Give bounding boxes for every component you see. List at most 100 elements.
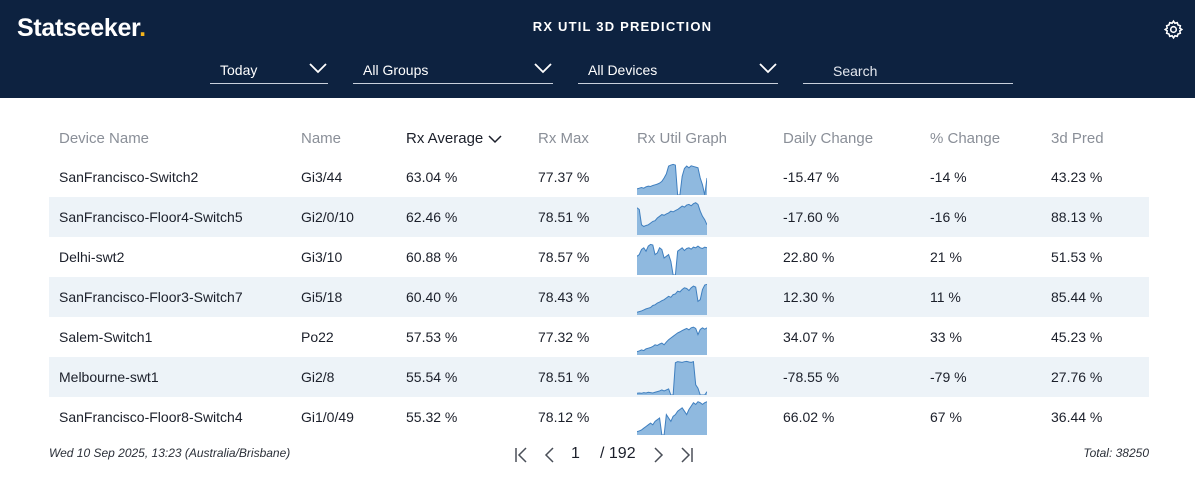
column-header-percent-change[interactable]: % Change (930, 130, 1001, 147)
column-header-rx-util-graph[interactable]: Rx Util Graph (637, 130, 728, 147)
rx-util-sparkline[interactable] (637, 199, 707, 235)
cell-name: Gi3/10 (301, 249, 343, 265)
cell-name: Gi5/18 (301, 289, 343, 305)
cell-name: Gi3/44 (301, 169, 343, 185)
cell-rx-average: 60.40 % (406, 289, 458, 305)
sparkline-area (637, 244, 707, 275)
app-header: Statseeker. RX UTIL 3D PREDICTION Today … (0, 0, 1195, 98)
column-header-rx-max[interactable]: Rx Max (538, 130, 589, 147)
cell-rx-max: 78.12 % (538, 409, 590, 425)
sparkline-line (637, 326, 707, 353)
cell-3d-pred: 51.53 % (1051, 249, 1103, 265)
table-row[interactable]: Delhi-swt2 Gi3/10 60.88 % 78.57 % 22.80 % 21 … (49, 237, 1149, 277)
logo-text: Statseeker (17, 14, 140, 42)
rx-util-sparkline[interactable] (637, 359, 707, 395)
last-page-icon[interactable] (679, 445, 695, 465)
cell-percent-change: 33 % (930, 329, 962, 345)
cell-rx-max: 78.51 % (538, 369, 590, 385)
cell-device-name[interactable]: Melbourne-swt1 (59, 369, 159, 385)
sparkline-area (637, 361, 707, 395)
table-row[interactable]: Melbourne-swt1 Gi2/8 55.54 % 78.51 % -78.55 … (49, 357, 1149, 397)
cell-rx-average: 57.53 % (406, 329, 458, 345)
cell-device-name[interactable]: Salem-Switch1 (59, 329, 153, 345)
column-header-3d-pred[interactable]: 3d Pred (1051, 130, 1104, 147)
cell-device-name[interactable]: SanFrancisco-Floor4-Switch5 (59, 209, 243, 225)
cell-percent-change: -79 % (930, 369, 967, 385)
cell-rx-average: 63.04 % (406, 169, 458, 185)
cell-daily-change: 12.30 % (783, 289, 835, 305)
cell-3d-pred: 45.23 % (1051, 329, 1103, 345)
sparkline-area (637, 401, 707, 435)
sparkline-line (637, 401, 707, 435)
rx-util-sparkline[interactable] (637, 239, 707, 275)
previous-page-icon[interactable] (541, 445, 557, 465)
rx-util-sparkline[interactable] (637, 319, 707, 355)
cell-daily-change: -78.55 % (783, 369, 840, 385)
sparkline-line (637, 202, 707, 228)
statseeker-logo[interactable]: Statseeker. (17, 14, 146, 43)
cell-daily-change: 34.07 % (783, 329, 835, 345)
cell-daily-change: -17.60 % (783, 209, 840, 225)
timestamp: Wed 10 Sep 2025, 13:23 (Australia/Brisba… (49, 446, 291, 460)
cell-name: Po22 (301, 329, 334, 345)
cell-percent-change: -16 % (930, 209, 967, 225)
cell-daily-change: 66.02 % (783, 409, 835, 425)
time-range-value: Today (220, 62, 258, 78)
gear-icon[interactable] (1163, 19, 1184, 40)
table-row[interactable]: SanFrancisco-Floor3-Switch7 Gi5/18 60.40 %… (49, 277, 1149, 317)
cell-percent-change: -14 % (930, 169, 967, 185)
cell-3d-pred: 27.76 % (1051, 369, 1103, 385)
cell-rx-average: 62.46 % (406, 209, 458, 225)
sparkline-area (637, 284, 707, 315)
cell-device-name[interactable]: SanFrancisco-Floor3-Switch7 (59, 289, 243, 305)
cell-device-name[interactable]: SanFrancisco-Switch2 (59, 169, 199, 185)
column-header-device-name[interactable]: Device Name (59, 130, 150, 147)
cell-rx-average: 55.32 % (406, 409, 458, 425)
sparkline-line (637, 283, 707, 313)
table-row[interactable]: SanFrancisco-Floor8-Switch4 Gi1/0/49 55.32… (49, 397, 1149, 437)
cell-percent-change: 67 % (930, 409, 962, 425)
chevron-down-icon (309, 63, 327, 74)
sparkline-area (637, 327, 707, 355)
column-header-rx-average[interactable]: Rx Average (406, 130, 502, 147)
search-input[interactable] (803, 58, 1013, 84)
cell-rx-max: 77.32 % (538, 329, 590, 345)
cell-rx-max: 78.43 % (538, 289, 590, 305)
prediction-table: Device Name Name Rx Average Rx Max Rx Ut… (49, 120, 1149, 437)
device-select[interactable]: All Devices (578, 58, 778, 84)
column-header-name[interactable]: Name (301, 130, 342, 147)
table-row[interactable]: SanFrancisco-Floor4-Switch5 Gi2/0/10 62.46… (49, 197, 1149, 237)
cell-device-name[interactable]: Delhi-swt2 (59, 249, 125, 265)
cell-rx-max: 78.57 % (538, 249, 590, 265)
cell-3d-pred: 43.23 % (1051, 169, 1103, 185)
group-select[interactable]: All Groups (353, 58, 553, 84)
rx-util-sparkline[interactable] (637, 279, 707, 315)
rx-util-sparkline[interactable] (637, 159, 707, 195)
cell-3d-pred: 88.13 % (1051, 209, 1103, 225)
cell-name: Gi2/8 (301, 369, 335, 385)
next-page-icon[interactable] (651, 445, 667, 465)
logo-dot: . (139, 14, 146, 42)
sparkline-area (637, 164, 707, 195)
cell-daily-change: -15.47 % (783, 169, 840, 185)
time-range-select[interactable]: Today (210, 58, 328, 84)
cell-device-name[interactable]: SanFrancisco-Floor8-Switch4 (59, 409, 243, 425)
cell-rx-average: 60.88 % (406, 249, 458, 265)
cell-rx-max: 77.37 % (538, 169, 590, 185)
cell-percent-change: 21 % (930, 249, 962, 265)
sparkline-line (637, 360, 707, 395)
column-header-daily-change[interactable]: Daily Change (783, 130, 874, 147)
sparkline-line (637, 243, 707, 275)
chevron-down-icon (534, 63, 552, 74)
page-total: / 192 (600, 445, 636, 462)
rx-util-sparkline[interactable] (637, 399, 707, 435)
cell-percent-change: 11 % (930, 289, 961, 305)
current-page[interactable]: 1 (571, 445, 580, 462)
table-header: Device Name Name Rx Average Rx Max Rx Ut… (49, 120, 1149, 157)
chevron-down-icon (759, 63, 777, 74)
table-row[interactable]: Salem-Switch1 Po22 57.53 % 77.32 % 34.07 % 33… (49, 317, 1149, 357)
group-value: All Groups (363, 62, 429, 78)
table-row[interactable]: SanFrancisco-Switch2 Gi3/44 63.04 % 77.37 %… (49, 157, 1149, 197)
page-title: RX UTIL 3D PREDICTION (532, 19, 713, 34)
first-page-icon[interactable] (513, 445, 529, 465)
